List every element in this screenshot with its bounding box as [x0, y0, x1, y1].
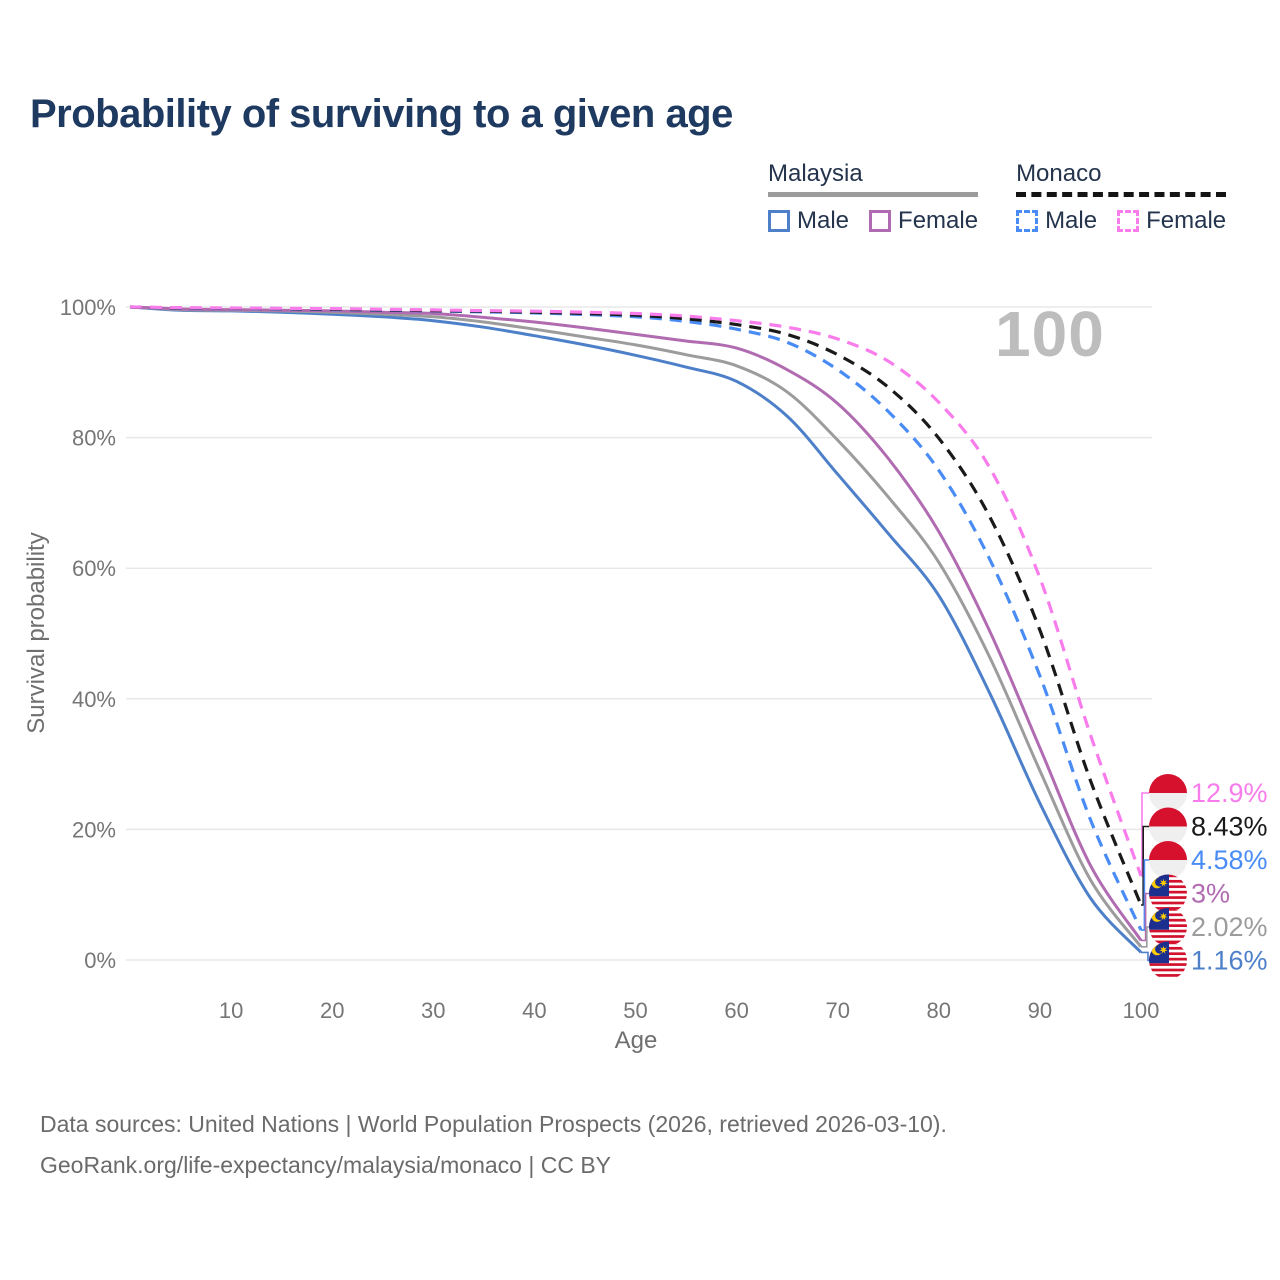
series-curves: [129, 305, 1143, 954]
legend-item-monaco-female[interactable]: Female: [1117, 207, 1226, 235]
x-tick-label: 100: [1123, 998, 1160, 1023]
legend-swatch-icon: [768, 210, 790, 232]
legend-solid-line-sample: [768, 192, 979, 197]
axis-ticks: 0% 20% 40% 60% 80% 100% 10 20 30 40 50 60 70 80 90 100: [60, 295, 1160, 1023]
legend-group-malaysia: Malaysia Male Female: [768, 160, 979, 235]
end-label-connector: [1141, 926, 1150, 948]
monaco-flag-icon: [1149, 841, 1187, 879]
gridlines: [126, 306, 1152, 961]
legend-item-label: Male: [797, 207, 850, 234]
legend-swatch-icon: [1117, 210, 1140, 232]
legend-group-title: Monaco: [1016, 160, 1102, 187]
end-label-connector: [1141, 859, 1150, 931]
x-tick-label: 10: [219, 998, 243, 1023]
age-counter-watermark: 100: [995, 298, 1105, 370]
legend-group-title: Malaysia: [768, 160, 863, 187]
x-tick-label: 40: [522, 998, 546, 1023]
end-annotations: 12.9% 8.43%4.58% 3%2.02% 1.16%: [1141, 774, 1268, 980]
y-tick-label: 80%: [72, 426, 116, 451]
series-line-monaco-male: [129, 305, 1143, 931]
legend-swatch-icon: [1016, 210, 1039, 232]
y-tick-label: 20%: [72, 817, 116, 842]
legend-swatch-icon: [869, 210, 892, 232]
monaco-flag-icon: [1149, 774, 1187, 812]
legend: Malaysia Male Female Monaco Male Female: [768, 160, 1227, 235]
series-line-malaysia-female: [129, 305, 1143, 942]
footer-attribution: GeoRank.org/life-expectancy/malaysia/mon…: [40, 1152, 612, 1179]
legend-item-monaco-male[interactable]: Male: [1016, 207, 1097, 235]
end-label-malaysia-both-sexes: 2.02%: [1191, 912, 1268, 942]
end-label-malaysia-male: 1.16%: [1191, 946, 1268, 976]
y-tick-label: 0%: [84, 948, 116, 973]
series-line-monaco-female: [129, 305, 1143, 877]
x-tick-label: 20: [320, 998, 344, 1023]
y-tick-label: 100%: [60, 295, 116, 320]
legend-group-monaco: Monaco Male Female: [1016, 160, 1227, 235]
malaysia-flag-icon: [1149, 908, 1187, 946]
end-label-malaysia-female: 3%: [1191, 879, 1230, 909]
legend-item-malaysia-male[interactable]: Male: [768, 207, 849, 235]
end-label-connector: [1141, 825, 1150, 906]
malaysia-flag-icon: [1149, 874, 1187, 913]
x-tick-label: 50: [623, 998, 647, 1023]
x-tick-label: 80: [927, 998, 951, 1023]
x-tick-label: 70: [825, 998, 849, 1023]
x-tick-label: 90: [1028, 998, 1052, 1023]
x-axis-title: Age: [615, 1027, 658, 1054]
series-line-monaco-both-sexes: [129, 305, 1143, 906]
end-label-connector: [1141, 892, 1150, 942]
page-title: Probability of surviving to a given age: [30, 92, 733, 136]
x-tick-label: 60: [724, 998, 748, 1023]
y-tick-label: 40%: [72, 687, 116, 712]
legend-item-label: Male: [1045, 207, 1098, 234]
y-axis-title: Survival probability: [23, 532, 50, 733]
end-label-monaco-both-sexes: 8.43%: [1191, 812, 1268, 842]
end-label-monaco-male: 4.58%: [1191, 845, 1268, 875]
series-line-malaysia-male: [129, 305, 1143, 954]
y-tick-label: 60%: [72, 556, 116, 581]
x-tick-label: 30: [421, 998, 445, 1023]
footer-data-sources: Data sources: United Nations | World Pop…: [40, 1111, 947, 1137]
monaco-flag-icon: [1149, 807, 1187, 846]
legend-dashed-line-sample: [1016, 192, 1227, 197]
legend-item-label: Female: [898, 207, 979, 234]
footer: Data sources: United Nations | World Pop…: [40, 1104, 947, 1187]
malaysia-flag-icon: [1149, 941, 1187, 980]
end-label-monaco-female: 12.9%: [1191, 778, 1268, 808]
legend-item-malaysia-female[interactable]: Female: [869, 207, 978, 235]
legend-item-label: Female: [1146, 207, 1227, 234]
end-label-connector: [1141, 792, 1150, 877]
